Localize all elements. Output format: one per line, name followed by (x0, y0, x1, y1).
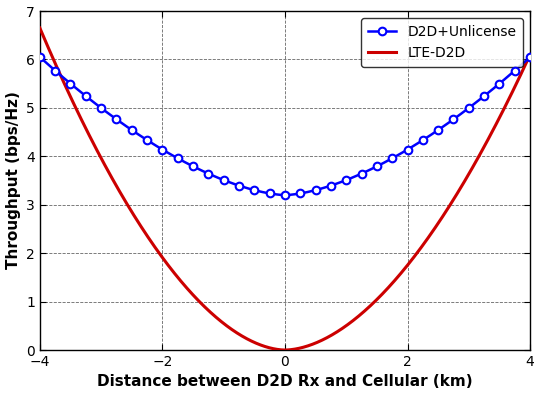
LTE-D2D (282, 348, 288, 352)
LTE-D2D (512, 83, 519, 87)
D2D+Unlicense (527, 55, 534, 59)
LTE-D2D (37, 26, 43, 30)
LTE-D2D (527, 52, 534, 57)
Line: D2D+Unlicense: D2D+Unlicense (40, 57, 530, 195)
LTE-D2D (423, 238, 429, 243)
LTE-D2D (513, 82, 519, 87)
Line: LTE-D2D: LTE-D2D (40, 28, 530, 350)
D2D+Unlicense (62, 77, 68, 81)
D2D+Unlicense (262, 190, 268, 195)
Legend: D2D+Unlicense, LTE-D2D: D2D+Unlicense, LTE-D2D (361, 18, 523, 67)
D2D+Unlicense (275, 192, 281, 197)
LTE-D2D (62, 82, 68, 87)
LTE-D2D (275, 347, 281, 352)
D2D+Unlicense (513, 67, 519, 72)
D2D+Unlicense (423, 135, 429, 140)
Y-axis label: Throughput (bps/Hz): Throughput (bps/Hz) (5, 92, 21, 269)
D2D+Unlicense (281, 193, 288, 198)
LTE-D2D (262, 344, 268, 349)
D2D+Unlicense (512, 67, 519, 72)
X-axis label: Distance between D2D Rx and Cellular (km): Distance between D2D Rx and Cellular (km… (97, 374, 473, 389)
D2D+Unlicense (37, 55, 43, 59)
